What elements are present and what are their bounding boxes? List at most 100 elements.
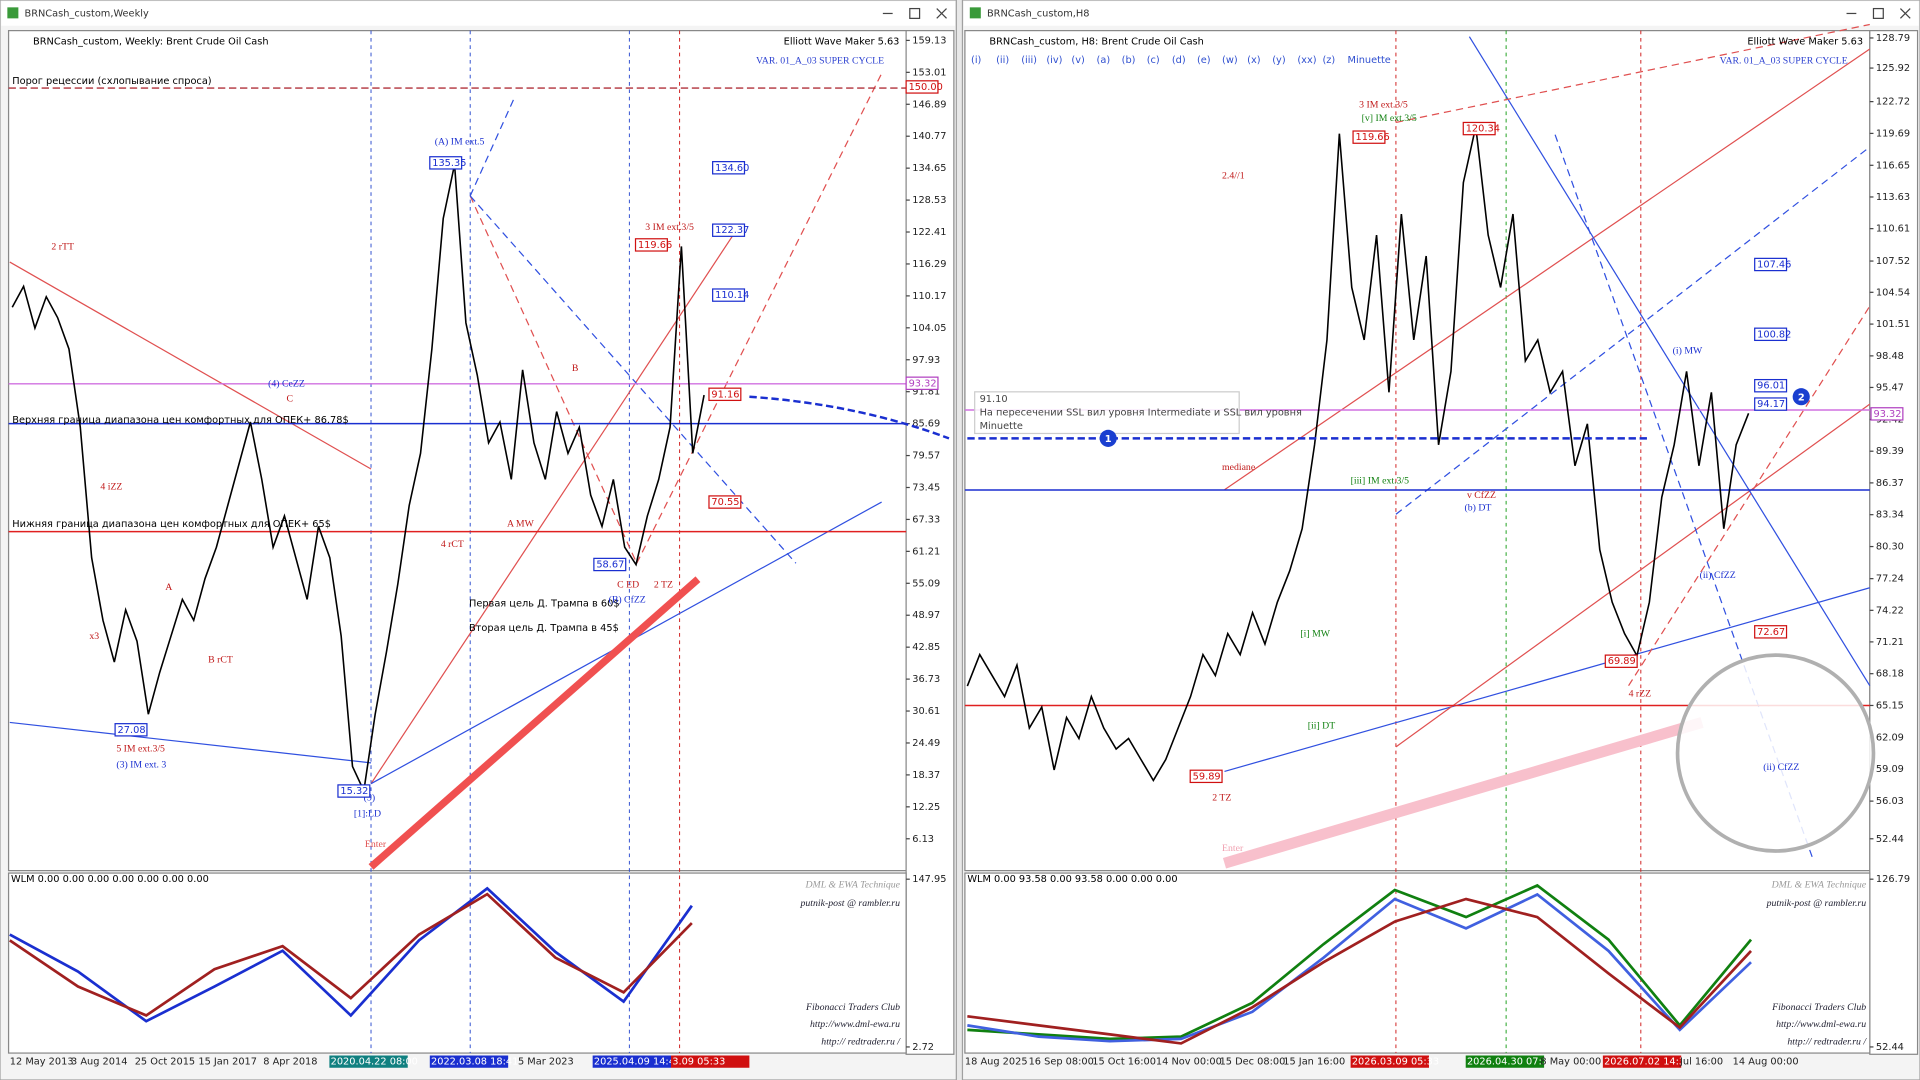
y-tick-label: 128.79 — [1876, 33, 1910, 44]
wave-button[interactable]: (iii) — [1021, 55, 1037, 66]
enter-line — [1222, 717, 1704, 869]
x-tick-label: 14 Nov 00:00 — [1156, 1057, 1222, 1068]
wave-label: Enter — [365, 839, 387, 850]
wave-label: 4 rZZ — [1629, 689, 1652, 700]
pitchfork-line — [9, 721, 372, 764]
wave-button[interactable]: (a) — [1097, 55, 1111, 66]
x-tick-label: 8 May 00:00 — [1540, 1057, 1601, 1068]
price-tag — [593, 557, 627, 572]
x-tick-label: 16 Sep 08:00 — [1029, 1057, 1094, 1068]
y-tick-label: 98.48 — [1876, 351, 1904, 362]
wave-button[interactable]: (x) — [1247, 55, 1260, 66]
date-highlight — [329, 1055, 408, 1068]
wave-button[interactable]: (iv) — [1046, 55, 1062, 66]
marker-badge — [1099, 429, 1117, 447]
price-tag — [1870, 407, 1904, 421]
wave-label: Верхняя граница диапазона цен комфортных… — [12, 415, 348, 426]
wave-button[interactable]: (xx) — [1297, 55, 1316, 66]
x-tick-label: 2020.04.22 08:00 — [331, 1057, 418, 1068]
price-tag — [337, 784, 371, 798]
y-tick-label: 104.54 — [1876, 287, 1910, 298]
wave-button[interactable]: (b) — [1122, 55, 1136, 66]
pitchfork-line — [1628, 305, 1871, 687]
wave-label: Нижняя граница диапазона цен комфортных … — [12, 519, 331, 530]
price-tag — [1754, 378, 1788, 393]
pitchfork-line — [1468, 36, 1871, 687]
wave-button[interactable]: (e) — [1197, 55, 1211, 66]
indicator-pane — [964, 872, 1871, 1054]
wave-label: (3) IM ext. 3 — [116, 760, 166, 771]
wave-label: B rCT — [208, 654, 233, 665]
pitchfork-line — [1224, 48, 1871, 491]
wave-button[interactable]: (y) — [1272, 55, 1285, 66]
price-tag-label: 93.32 — [909, 378, 937, 389]
close-button[interactable] — [936, 8, 947, 19]
price-tag — [429, 156, 463, 170]
wave-label: A MW — [507, 518, 535, 529]
close-button[interactable] — [1899, 8, 1911, 19]
chart-header: BRNCash_custom, Weekly: Brent Crude Oil … — [33, 37, 269, 48]
wlm-label: WLM 0.00 93.58 0.00 93.58 0.00 0.00 0.00 — [967, 874, 1177, 885]
price-line — [11, 164, 705, 794]
price-tag-label: 69.89 — [1608, 656, 1636, 667]
price-tag — [712, 223, 746, 237]
y-tick-label: 24.49 — [912, 738, 940, 749]
window-icon — [969, 7, 981, 19]
date-highlight — [1350, 1055, 1429, 1068]
window-title: BRNCash_custom,H8 — [987, 8, 1090, 19]
y-tick-label: 74.22 — [1876, 605, 1904, 616]
wave-button[interactable]: (ii) — [996, 55, 1009, 66]
y-tick-label: 36.73 — [912, 674, 940, 685]
wave-label: x3 — [89, 631, 99, 642]
wave-button[interactable]: (i) — [971, 55, 981, 66]
wave-label: (i) MW — [1673, 346, 1703, 357]
y-tick-label: 62.09 — [1876, 733, 1904, 744]
y-tick-label: 55.09 — [912, 578, 940, 589]
wave-button[interactable]: (z) — [1322, 55, 1335, 66]
y-tick-label: 48.97 — [912, 610, 940, 621]
wave-button[interactable]: (v) — [1071, 55, 1084, 66]
price-tag — [1754, 397, 1788, 411]
window-title: BRNCash_custom,Weekly — [24, 8, 148, 19]
pitchfork-line — [1395, 403, 1871, 748]
wave-label: B — [572, 363, 579, 374]
price-tag — [1754, 257, 1788, 272]
x-tick-label: 12 May 2013 — [10, 1057, 74, 1068]
wave-label: [ii] DT — [1308, 720, 1335, 731]
wave-label: (4) CeZZ — [268, 379, 305, 390]
y-tick-label: 80.30 — [1876, 542, 1904, 553]
wave-button[interactable]: (c) — [1147, 55, 1160, 66]
x-tick-label: 3 Aug 2014 — [71, 1057, 127, 1068]
price-tag — [1754, 625, 1788, 639]
legend-box — [974, 391, 1240, 435]
price-tag-label: 134.60 — [715, 163, 749, 174]
price-tag — [712, 288, 746, 302]
magnifier — [1675, 653, 1876, 853]
wave-label: 2.4//1 — [1222, 171, 1245, 182]
wave-button[interactable]: (d) — [1172, 55, 1186, 66]
wave-label: [1]:LD — [354, 809, 381, 820]
maximize-button[interactable] — [909, 7, 921, 19]
price-tag — [114, 723, 148, 737]
y-tick-label: 79.57 — [912, 451, 940, 462]
price-axis — [905, 30, 955, 1055]
wave-label: (b) DT — [1464, 502, 1491, 513]
maximize-button[interactable] — [1872, 7, 1884, 19]
wlm-tick-label: 2.72 — [912, 1042, 934, 1053]
wave-label: 5 IM ext.3/5 — [116, 744, 165, 755]
x-tick-label: 5 Mar 2023 — [518, 1057, 574, 1068]
x-tick-label: 18 Aug 2025 — [965, 1057, 1028, 1068]
y-tick-label: 52.44 — [1876, 834, 1904, 845]
y-tick-label: 113.63 — [1876, 192, 1910, 203]
wave-label: 2 TZ — [1212, 793, 1231, 804]
wave-button[interactable]: Minuette — [1348, 55, 1391, 66]
credit-text: http://www.dml-ewa.ru — [810, 1019, 900, 1030]
wave-label: C ED — [617, 580, 639, 591]
price-axis — [1869, 30, 1919, 1055]
wave-label: Вторая цель Д. Трампа в 45$ — [469, 623, 619, 634]
wlm-line — [9, 892, 693, 1017]
y-tick-label: 104.05 — [912, 323, 946, 334]
wave-button[interactable]: (w) — [1222, 55, 1238, 66]
